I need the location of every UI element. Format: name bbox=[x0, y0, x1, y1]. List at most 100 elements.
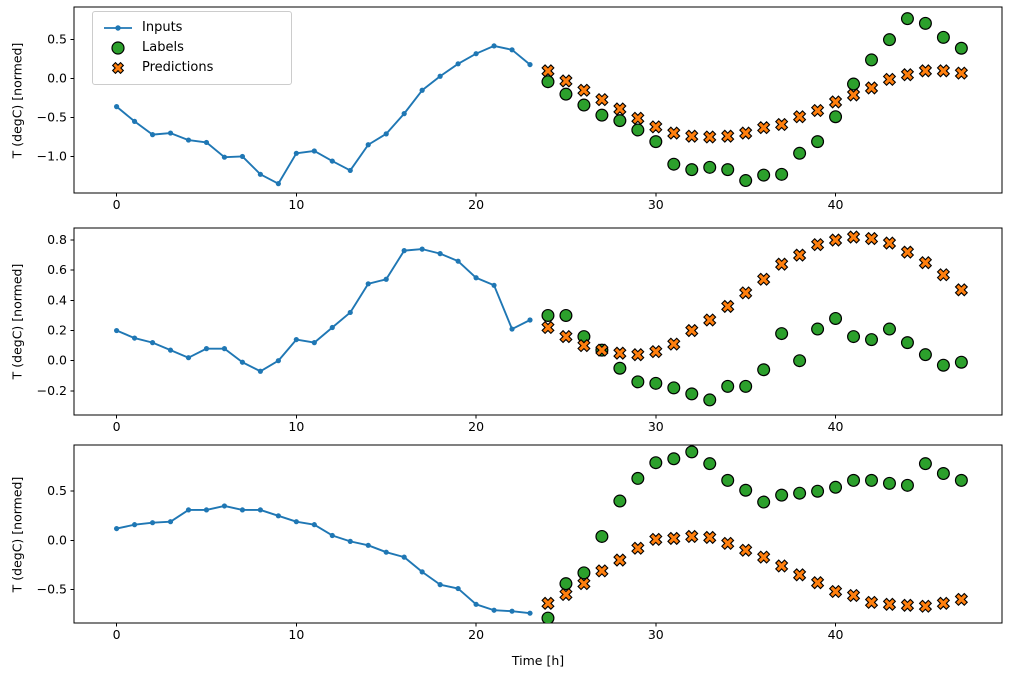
inputs-point bbox=[491, 43, 497, 49]
inputs-point bbox=[293, 150, 299, 156]
labels-point bbox=[577, 98, 591, 112]
predictions-point bbox=[936, 64, 951, 78]
inputs-point bbox=[383, 276, 389, 282]
inputs-point bbox=[419, 246, 425, 252]
labels-point bbox=[811, 322, 825, 336]
labels-point bbox=[847, 77, 861, 91]
labels-point bbox=[811, 135, 825, 149]
labels-point bbox=[577, 566, 591, 580]
inputs-point bbox=[257, 507, 263, 513]
predictions-point bbox=[846, 230, 861, 244]
labels-point bbox=[865, 333, 879, 347]
labels-point bbox=[559, 577, 573, 591]
inputs-point bbox=[365, 542, 371, 548]
x-tick-label: 0 bbox=[113, 627, 121, 642]
predictions-point bbox=[918, 64, 933, 78]
predictions-point bbox=[936, 268, 951, 282]
predictions-point bbox=[739, 126, 753, 140]
labels-point bbox=[667, 452, 681, 466]
y-tick-label: 0.2 bbox=[47, 323, 67, 338]
axes-frame bbox=[73, 6, 1003, 194]
x-tick-label: 0 bbox=[113, 197, 121, 212]
predictions-point bbox=[900, 598, 915, 612]
labels-point bbox=[685, 163, 699, 177]
inputs-point bbox=[329, 532, 335, 539]
predictions-point bbox=[846, 88, 861, 102]
labels-point bbox=[667, 381, 681, 395]
labels-point bbox=[649, 135, 663, 149]
inputs-point bbox=[455, 61, 461, 67]
predictions-point bbox=[828, 233, 843, 247]
y-tick-label: −0.2 bbox=[37, 383, 67, 398]
inputs-line bbox=[115, 44, 531, 185]
predictions-point bbox=[559, 329, 573, 344]
labels-point bbox=[739, 174, 753, 188]
inputs-point bbox=[275, 513, 281, 519]
predictions-point bbox=[882, 597, 897, 611]
x-tick-label: 30 bbox=[648, 197, 664, 212]
legend-item-labels: Labels bbox=[103, 38, 281, 58]
labels-point bbox=[667, 157, 681, 171]
predictions-point bbox=[918, 256, 933, 270]
predictions-point bbox=[595, 343, 609, 357]
x-tick-label: 40 bbox=[828, 419, 844, 434]
labels-point bbox=[739, 483, 753, 497]
predictions-point bbox=[882, 236, 897, 250]
x-tick-label: 10 bbox=[288, 419, 304, 434]
axes-1: 0 10 20 30 40 0.5 0.0 −0.5 −1.0 bbox=[37, 6, 1003, 212]
labels-point bbox=[613, 114, 627, 128]
x-tick-label: 40 bbox=[828, 197, 844, 212]
inputs-point bbox=[221, 346, 228, 352]
inputs-point bbox=[527, 61, 533, 68]
predictions-point bbox=[559, 587, 573, 602]
predictions-point bbox=[631, 111, 645, 125]
labels-point bbox=[954, 355, 968, 369]
predictions-point bbox=[864, 231, 879, 246]
predictions-point bbox=[685, 129, 699, 143]
inputs-point bbox=[239, 359, 246, 365]
y-tick-label: 0.0 bbox=[47, 71, 67, 86]
predictions-point bbox=[954, 283, 969, 297]
labels-point bbox=[595, 529, 609, 543]
predictions-point bbox=[559, 74, 573, 88]
legend-label-inputs: Inputs bbox=[142, 20, 183, 35]
x-tick-label: 30 bbox=[648, 419, 664, 434]
y-tick-label: −0.5 bbox=[37, 110, 67, 125]
predictions-point bbox=[667, 531, 681, 546]
predictions-point bbox=[685, 529, 699, 544]
predictions-point bbox=[810, 576, 825, 590]
labels-point bbox=[721, 379, 735, 393]
labels-point bbox=[793, 146, 807, 160]
predictions-point bbox=[774, 257, 789, 271]
inputs-point bbox=[383, 549, 389, 555]
labels-point bbox=[541, 308, 555, 322]
inputs-line bbox=[116, 248, 531, 373]
inputs-point bbox=[347, 538, 353, 544]
labels-point bbox=[775, 488, 789, 502]
labels-point bbox=[954, 473, 968, 487]
labels-point bbox=[775, 167, 789, 181]
predictions-point bbox=[721, 129, 735, 143]
legend: Inputs Labels Predictions bbox=[92, 11, 292, 85]
legend-item-predictions: Predictions bbox=[103, 58, 281, 78]
axes-frame bbox=[73, 444, 1003, 624]
labels-point bbox=[757, 168, 771, 182]
predictions-point bbox=[595, 564, 609, 578]
inputs-point bbox=[491, 607, 497, 613]
labels-point bbox=[631, 123, 645, 137]
predictions-point bbox=[721, 536, 735, 550]
predictions-point bbox=[757, 120, 771, 135]
labels-point bbox=[865, 473, 879, 487]
labels-point bbox=[882, 33, 896, 47]
inputs-point bbox=[167, 347, 174, 353]
predictions-point bbox=[577, 338, 591, 353]
labels-point bbox=[721, 473, 735, 487]
predictions-point bbox=[649, 532, 663, 547]
predictions-point bbox=[757, 550, 771, 564]
predictions-x-icon bbox=[111, 61, 125, 75]
predictions-point bbox=[613, 102, 627, 116]
inputs-point bbox=[167, 130, 174, 136]
x-tick-label: 30 bbox=[648, 627, 664, 642]
labels-point bbox=[541, 611, 555, 623]
